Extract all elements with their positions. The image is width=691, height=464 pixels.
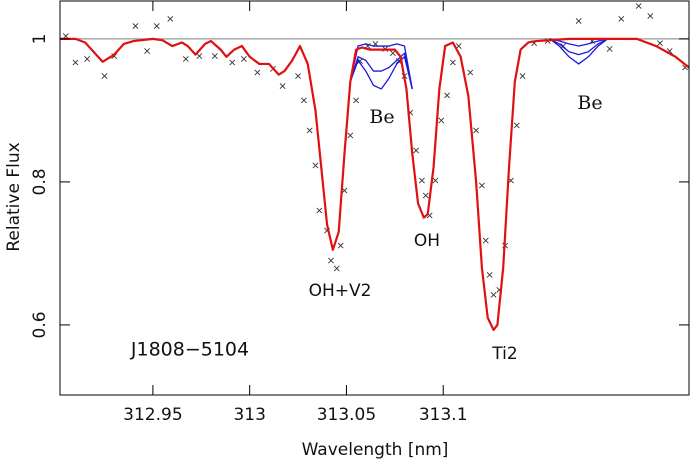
annotation: OH+V2 (309, 281, 372, 301)
data-point (473, 127, 480, 134)
x-tick-label: 312.95 (123, 405, 182, 425)
data-point (84, 56, 91, 62)
data-point (467, 69, 474, 76)
data-point (635, 3, 642, 9)
data-point (254, 69, 261, 76)
x-tick-label: 313.05 (317, 405, 376, 425)
data-point (513, 122, 520, 129)
y-tick-label: 0.6 (30, 311, 50, 338)
data-point (490, 291, 497, 298)
spectrum-line (60, 37, 689, 332)
data-point (306, 127, 313, 134)
annotation: Be (369, 106, 394, 128)
data-point (519, 73, 526, 79)
data-point (657, 40, 663, 47)
annotation: Ti2 (491, 344, 517, 364)
data-point (478, 182, 485, 189)
spectrum-line (349, 38, 608, 90)
x-axis-label: Wavelength [nm] (302, 440, 449, 460)
data-point (62, 33, 69, 39)
data-point (482, 237, 489, 244)
data-point (413, 147, 420, 154)
data-point (606, 45, 613, 52)
data-point (337, 242, 344, 249)
data-point (182, 56, 189, 62)
data-point (144, 48, 151, 54)
data-point (72, 59, 79, 66)
data-point (438, 117, 445, 124)
data-point (295, 73, 301, 79)
data-point (312, 162, 319, 169)
data-point (353, 97, 360, 104)
y-tick-label: 1 (30, 33, 50, 44)
plot-frame (59, 0, 690, 396)
data-point (432, 177, 439, 184)
data-point (422, 192, 429, 199)
x-tick-label: 313.1 (419, 405, 468, 425)
plot-area (60, 3, 689, 332)
data-point (316, 207, 323, 214)
data-point (333, 265, 340, 272)
data-point (486, 271, 493, 278)
data-point (575, 18, 582, 24)
data-point (347, 132, 354, 139)
data-point (240, 56, 247, 62)
data-point (153, 23, 160, 29)
y-axis-label: Relative Flux (4, 142, 24, 251)
data-point (101, 73, 108, 79)
data-point (196, 53, 203, 59)
annotation: Be (577, 92, 602, 114)
data-point (279, 83, 286, 90)
data-point (132, 23, 139, 29)
data-point (389, 50, 396, 57)
data-point (418, 177, 425, 184)
data-point (357, 58, 363, 64)
data-point (211, 53, 218, 59)
data-point (229, 59, 236, 66)
data-point (444, 92, 450, 99)
data-point (449, 59, 456, 66)
data-point (167, 15, 174, 22)
spectrum-line (349, 38, 609, 90)
y-tick-label: 0.8 (30, 168, 50, 195)
data-point (647, 13, 654, 19)
data-point (618, 15, 625, 22)
x-tick-label: 313 (233, 405, 265, 425)
data-point (300, 97, 307, 104)
data-point (328, 257, 334, 264)
annotation: J1808−5104 (130, 339, 249, 361)
annotation: OH (414, 231, 440, 251)
